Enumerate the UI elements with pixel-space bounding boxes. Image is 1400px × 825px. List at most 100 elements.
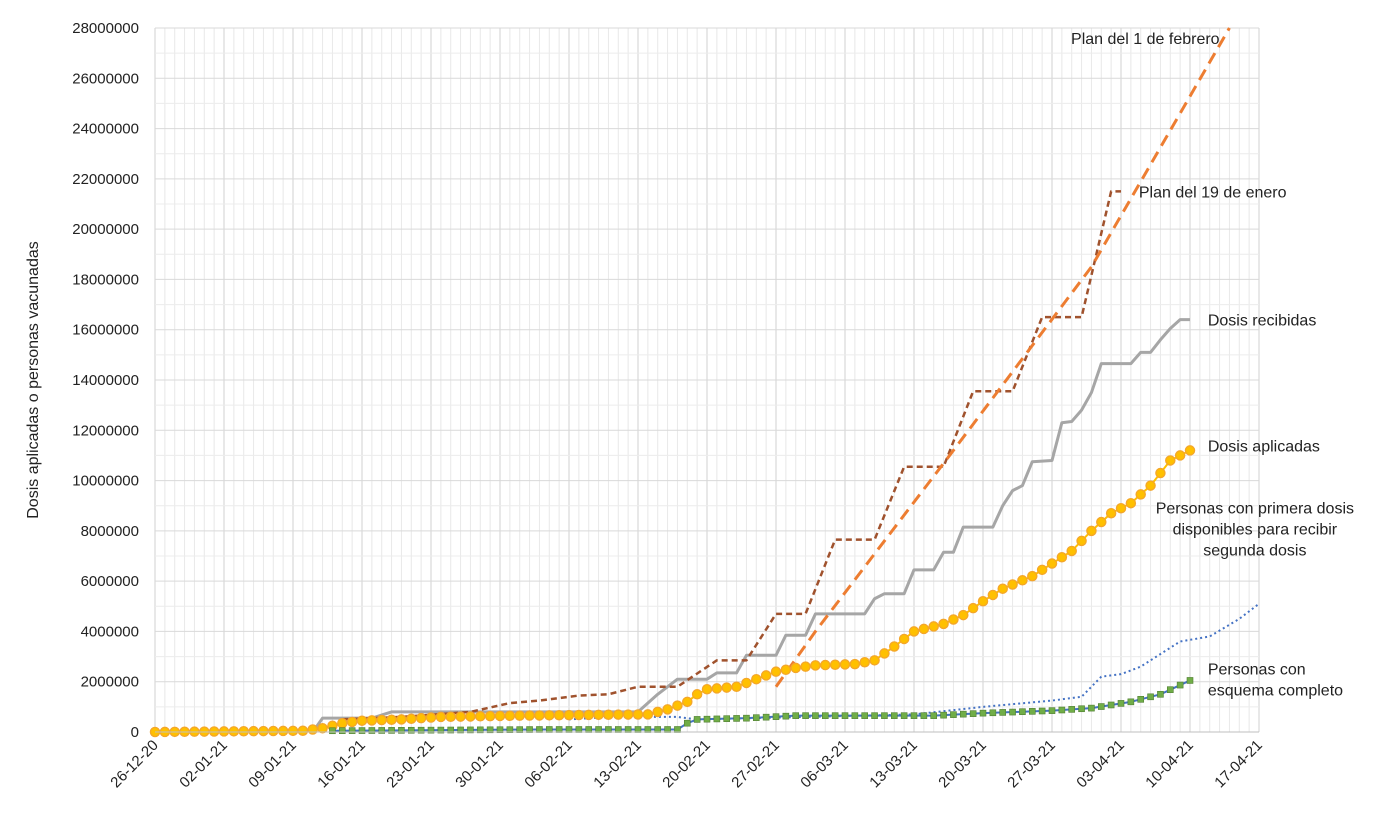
data-point-esquema-completo — [526, 726, 533, 733]
data-point-esquema-completo — [841, 712, 849, 719]
data-point-dosis-aplicadas — [721, 682, 732, 693]
y-axis-label: Dosis aplicadas o personas vacunadas — [25, 241, 42, 519]
series-line-dosis-recibidas — [311, 318, 1190, 733]
data-point-esquema-completo — [1048, 707, 1056, 714]
x-tick-label: 26-12-20 — [107, 737, 161, 791]
annotation-plan-del-1-de-febrero: Plan del 1 de febrero — [1071, 31, 1220, 48]
data-point-dosis-aplicadas — [268, 725, 279, 737]
data-point-esquema-completo — [1019, 708, 1026, 716]
data-point-dosis-aplicadas — [415, 712, 427, 724]
data-point-dosis-aplicadas — [820, 659, 831, 671]
data-point-esquema-completo — [1107, 701, 1115, 709]
data-point-esquema-completo — [1137, 696, 1145, 703]
data-point-esquema-completo — [733, 715, 740, 722]
data-point-dosis-aplicadas — [258, 725, 269, 737]
data-point-esquema-completo — [417, 726, 425, 734]
data-point-esquema-completo — [851, 712, 859, 719]
data-point-dosis-aplicadas — [238, 726, 249, 737]
data-point-esquema-completo — [881, 712, 888, 719]
y-tick-label: 20000000 — [72, 221, 139, 238]
data-point-dosis-aplicadas — [1036, 564, 1048, 576]
data-point-dosis-aplicadas — [376, 714, 387, 726]
data-point-dosis-aplicadas — [1145, 480, 1156, 491]
data-point-esquema-completo — [792, 712, 800, 719]
data-point-esquema-completo — [1078, 705, 1085, 713]
y-tick-label: 6000000 — [81, 573, 139, 590]
data-point-dosis-aplicadas — [1165, 455, 1176, 466]
data-point-dosis-aplicadas — [1174, 450, 1186, 461]
data-point-esquema-completo — [467, 726, 474, 734]
data-point-dosis-aplicadas — [1184, 445, 1196, 456]
data-point-esquema-completo — [437, 726, 445, 734]
data-point-dosis-aplicadas — [366, 715, 378, 726]
x-tick-label: 13-03-21 — [866, 737, 920, 791]
data-point-esquema-completo — [713, 715, 721, 723]
data-point-dosis-aplicadas — [563, 709, 575, 721]
x-tick-label: 27-03-21 — [1004, 737, 1058, 791]
data-point-esquema-completo — [516, 726, 524, 733]
data-point-dosis-aplicadas — [218, 726, 230, 737]
data-point-dosis-aplicadas — [711, 683, 723, 694]
y-tick-label: 18000000 — [72, 271, 139, 288]
data-point-esquema-completo — [1166, 686, 1174, 693]
data-point-dosis-aplicadas — [593, 709, 604, 721]
data-point-dosis-aplicadas — [465, 711, 476, 722]
data-point-dosis-aplicadas — [800, 661, 811, 672]
data-point-dosis-aplicadas — [297, 725, 309, 736]
data-point-esquema-completo — [890, 712, 898, 719]
data-point-esquema-completo — [900, 712, 908, 719]
data-point-dosis-aplicadas — [760, 670, 772, 681]
data-point-dosis-aplicadas — [987, 589, 999, 601]
data-point-dosis-aplicadas — [869, 655, 880, 666]
data-point-esquema-completo — [427, 726, 435, 734]
data-point-dosis-aplicadas — [504, 710, 516, 722]
data-point-dosis-aplicadas — [475, 711, 486, 722]
y-tick-label: 8000000 — [81, 523, 139, 540]
data-point-esquema-completo — [358, 727, 366, 734]
data-point-dosis-aplicadas — [435, 711, 447, 723]
data-point-dosis-aplicadas — [741, 677, 752, 689]
annotation-personas-con-primera-dosis-disponibles-para-recibir-segunda-dosis: disponibles para recibir — [1173, 521, 1338, 538]
data-point-dosis-aplicadas — [780, 664, 792, 676]
y-tick-label: 14000000 — [72, 372, 139, 389]
data-point-esquema-completo — [447, 726, 455, 734]
data-point-esquema-completo — [723, 715, 731, 722]
data-point-dosis-aplicadas — [1046, 558, 1058, 569]
data-point-esquema-completo — [910, 712, 918, 719]
data-point-esquema-completo — [1097, 703, 1105, 710]
data-point-dosis-aplicadas — [396, 714, 407, 725]
data-point-dosis-aplicadas — [1096, 516, 1107, 528]
data-point-dosis-aplicadas — [534, 710, 545, 721]
data-point-dosis-aplicadas — [652, 706, 663, 718]
data-point-dosis-aplicadas — [790, 662, 801, 674]
data-point-esquema-completo — [1028, 708, 1036, 715]
axes: 0 2000000 4000000 6000000 8000000 10000000 120… — [72, 20, 1266, 791]
y-tick-label: 10000000 — [72, 473, 139, 490]
data-point-dosis-aplicadas — [918, 623, 930, 635]
data-point-dosis-aplicadas — [484, 710, 496, 722]
data-point-dosis-aplicadas — [455, 711, 466, 722]
x-tick-label: 03-04-21 — [1073, 737, 1127, 791]
data-point-dosis-aplicadas — [524, 710, 535, 721]
data-point-esquema-completo — [1176, 681, 1184, 689]
data-point-dosis-aplicadas — [553, 709, 565, 721]
x-tick-label: 13-02-21 — [590, 737, 644, 791]
data-point-esquema-completo — [969, 710, 977, 717]
data-point-dosis-aplicadas — [425, 712, 437, 723]
data-point-dosis-aplicadas — [898, 633, 910, 645]
x-tick-label: 17-04-21 — [1211, 737, 1265, 791]
data-point-dosis-aplicadas — [317, 722, 328, 734]
data-point-esquema-completo — [496, 726, 504, 734]
data-point-esquema-completo — [693, 716, 701, 723]
data-point-esquema-completo — [683, 719, 691, 727]
data-point-esquema-completo — [979, 709, 987, 717]
y-tick-label: 16000000 — [72, 322, 139, 339]
data-point-esquema-completo — [457, 726, 464, 734]
data-point-esquema-completo — [812, 712, 819, 719]
data-point-dosis-aplicadas — [662, 704, 673, 715]
data-point-esquema-completo — [476, 726, 484, 734]
data-point-dosis-aplicadas — [1155, 467, 1166, 479]
data-point-esquema-completo — [940, 711, 947, 719]
data-point-dosis-aplicadas — [1135, 489, 1146, 500]
data-point-esquema-completo — [368, 727, 376, 734]
